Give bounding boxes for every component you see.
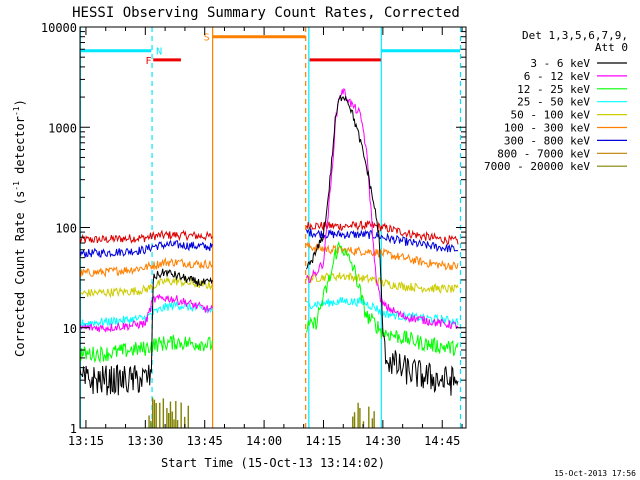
x-tick-label-1: 13:30 bbox=[127, 434, 163, 448]
plot-frame bbox=[79, 26, 467, 429]
y-tick-label-4: 10000 bbox=[41, 21, 77, 35]
legend-label-4: 50 - 100 keV bbox=[511, 109, 591, 122]
x-tick-label-2: 13:45 bbox=[187, 434, 223, 448]
series-line-4-0 bbox=[79, 276, 213, 299]
flag-label-F: F bbox=[145, 56, 151, 67]
x-tick-label-5: 14:30 bbox=[365, 434, 401, 448]
series-line-2-0 bbox=[79, 334, 213, 364]
y-tick-label-1: 10 bbox=[63, 322, 77, 336]
series-line-9-0 bbox=[79, 229, 213, 244]
flags-layer: NF S bbox=[80, 33, 461, 67]
series-layer bbox=[79, 87, 459, 428]
y-tick-label-3: 1000 bbox=[48, 121, 77, 135]
y-axis-label: Corrected Count Rate (s-1 detector-1) bbox=[12, 99, 27, 357]
flag-label-S: S bbox=[204, 33, 210, 44]
legend-header-1: Det 1,3,5,6,7,9, bbox=[522, 29, 628, 42]
x-tick-label-3: 14:00 bbox=[246, 434, 282, 448]
series-line-5-1 bbox=[306, 241, 459, 271]
series-line-9-1 bbox=[306, 219, 459, 246]
series-line-6-0 bbox=[79, 239, 213, 258]
legend-label-6: 300 - 800 keV bbox=[504, 134, 590, 147]
series-line-1-1 bbox=[306, 87, 459, 330]
legend-label-0: 3 - 6 keV bbox=[530, 57, 590, 70]
footer-stamp: 15-Oct-2013 17:56 bbox=[554, 469, 636, 478]
legend-label-1: 6 - 12 keV bbox=[524, 70, 591, 83]
series-line-1-0 bbox=[79, 294, 213, 333]
series-line-5-0 bbox=[79, 256, 213, 278]
x-axis-label: Start Time (15-Oct-13 13:14:02) bbox=[161, 456, 385, 470]
series-line-0-0 bbox=[79, 268, 213, 396]
y-axis: 1 10 100 1000 10000 bbox=[41, 21, 466, 436]
legend-header-2: Att 0 bbox=[595, 41, 628, 54]
legend-label-5: 100 - 300 keV bbox=[504, 122, 590, 135]
x-tick-label-4: 14:15 bbox=[305, 434, 341, 448]
legend-label-7: 800 - 7000 keV bbox=[497, 147, 590, 160]
legend-label-3: 25 - 50 keV bbox=[517, 96, 590, 109]
y-tick-label-2: 100 bbox=[55, 222, 77, 236]
y-tick-label-0: 1 bbox=[70, 422, 77, 436]
x-tick-label-0: 13:15 bbox=[68, 434, 104, 448]
series-line-6-1 bbox=[306, 228, 459, 253]
legend-label-2: 12 - 25 keV bbox=[517, 83, 590, 96]
x-axis: 13:15 13:30 13:45 14:00 14:15 14:30 14:45 bbox=[68, 27, 463, 448]
x-tick-label-6: 14:45 bbox=[424, 434, 460, 448]
flag-label-N: N bbox=[156, 47, 162, 58]
series-line-2-1 bbox=[306, 241, 459, 357]
series-line-0-1 bbox=[306, 94, 459, 396]
chart-title: HESSI Observing Summary Count Rates, Cor… bbox=[72, 5, 460, 21]
legend-label-8: 7000 - 20000 keV bbox=[484, 160, 590, 173]
